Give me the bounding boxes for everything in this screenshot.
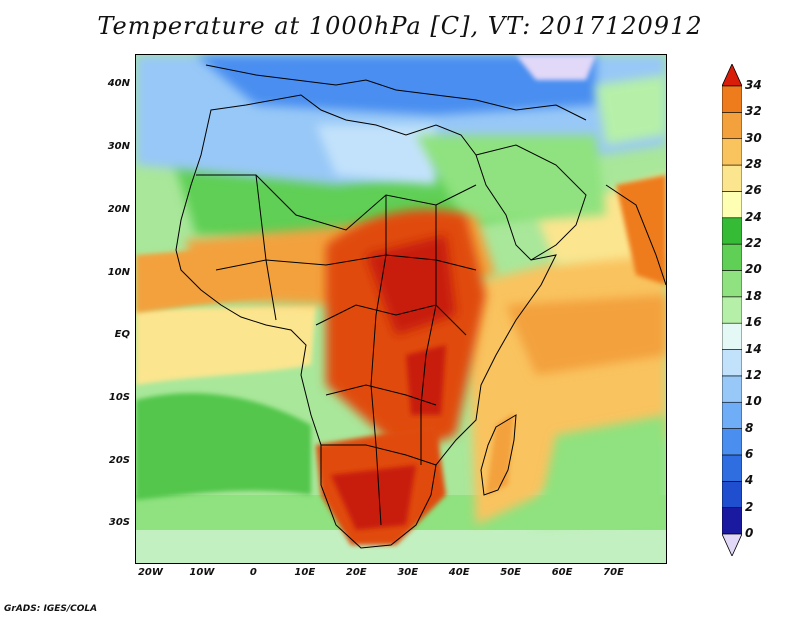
colorbar-tick-label: 8 — [745, 420, 754, 435]
lat-tick-label: 30N — [107, 141, 130, 153]
colorbar-bin — [722, 243, 742, 271]
temperature-field — [136, 55, 666, 563]
field-middle-east — [416, 135, 606, 225]
india-coastline — [605, 184, 666, 286]
chart-title: Temperature at 1000hPa [C], VT: 20171209… — [97, 12, 703, 40]
lat-tick-label: 10S — [108, 391, 130, 403]
lon-tick-label: 20E — [345, 567, 367, 578]
lon-tick-label: 10W — [189, 567, 215, 578]
colorbar-tick-label: 0 — [745, 526, 754, 540]
arabian-coastline — [475, 144, 587, 261]
colorbar-tick-label: 16 — [745, 315, 762, 330]
lon-tick-label: 60E — [551, 567, 573, 578]
colorbar-tick-label: 4 — [745, 473, 754, 488]
colorbar-bin — [722, 270, 742, 298]
colorbar-tick-label: 2 — [745, 499, 754, 514]
colorbar-tick-label: 24 — [745, 209, 762, 224]
field-india — [616, 175, 666, 285]
country-borders — [175, 64, 666, 549]
colorbar-tick-label: 26 — [745, 183, 762, 198]
lat-tick-label: 10N — [107, 266, 130, 278]
colorbar-tick-label: 22 — [745, 236, 762, 251]
lat-tick-label: EQ — [114, 329, 130, 341]
field-lakes-peak — [406, 345, 446, 415]
colorbar-bin — [722, 85, 742, 113]
field-gulf-yellow — [136, 305, 316, 385]
lat-tick-label: 30S — [108, 517, 130, 529]
temperature-map — [135, 54, 667, 564]
colorbar-bin — [722, 138, 742, 166]
colorbar-tick-label: 28 — [745, 157, 762, 172]
colorbar-tick-label: 30 — [745, 130, 762, 145]
colorbar-bin — [722, 480, 742, 508]
colorbar-tick-label: 10 — [745, 394, 762, 409]
lat-tick-label: 20S — [108, 454, 130, 466]
colorbar-bin — [722, 375, 742, 403]
colorbar-bin — [722, 217, 742, 245]
colorbar — [722, 64, 742, 556]
colorbar-tick-label: 14 — [745, 341, 762, 356]
colorbar-bin — [722, 191, 742, 219]
lon-tick-label: 70E — [603, 567, 624, 578]
lon-tick-label: 0 — [249, 567, 257, 578]
madagascar-coastline — [480, 414, 517, 496]
software-credit: GrADS: IGES/COLA — [4, 604, 98, 614]
field-libya-cool — [316, 125, 436, 185]
colorbar-tick-label: 18 — [745, 288, 762, 303]
lat-tick-label: 20N — [107, 203, 130, 215]
colorbar-bin — [722, 401, 742, 429]
colorbar-bin — [722, 454, 742, 482]
lat-tick-label: 40N — [107, 78, 130, 90]
colorbar-tick-label: 34 — [745, 78, 762, 92]
border-vertical-west — [255, 174, 277, 321]
colorbar-bin — [722, 322, 742, 350]
field-south-indian — [536, 415, 666, 525]
lon-tick-label: 50E — [500, 567, 521, 578]
colorbar-bin — [722, 164, 742, 192]
field-indian-warm — [506, 295, 666, 375]
colorbar-bin — [722, 112, 742, 140]
colorbar-low-arrow — [722, 533, 742, 556]
field-asia-north — [596, 75, 666, 145]
field-europe-cold — [196, 55, 596, 115]
colorbar-tick-label: 20 — [745, 262, 762, 277]
field-madagascar — [486, 413, 514, 495]
colorbar-bin — [722, 296, 742, 324]
lon-tick-label: 10E — [294, 567, 316, 578]
border-central — [315, 304, 467, 336]
field-arctic — [516, 55, 596, 80]
colorbar-bin — [722, 349, 742, 377]
lon-tick-label: 40E — [448, 567, 470, 578]
border-vertical-central — [370, 195, 387, 526]
colorbar-tick-label: 12 — [745, 367, 762, 382]
colorbar-tick-label: 32 — [745, 104, 762, 119]
colorbar-bin — [722, 507, 742, 535]
border-vertical-east — [420, 205, 437, 465]
colorbar-bin — [722, 428, 742, 456]
lon-tick-label: 20W — [137, 567, 163, 578]
lon-tick-label: 30E — [397, 567, 419, 578]
field-kalahari-peak — [331, 465, 416, 530]
europe-coastline — [205, 64, 587, 121]
map-canvas — [136, 55, 666, 563]
field-atlantic-band — [136, 393, 311, 500]
colorbar-high-arrow — [722, 64, 742, 87]
colorbar-tick-label: 6 — [745, 446, 754, 461]
border-sahel — [215, 254, 477, 271]
